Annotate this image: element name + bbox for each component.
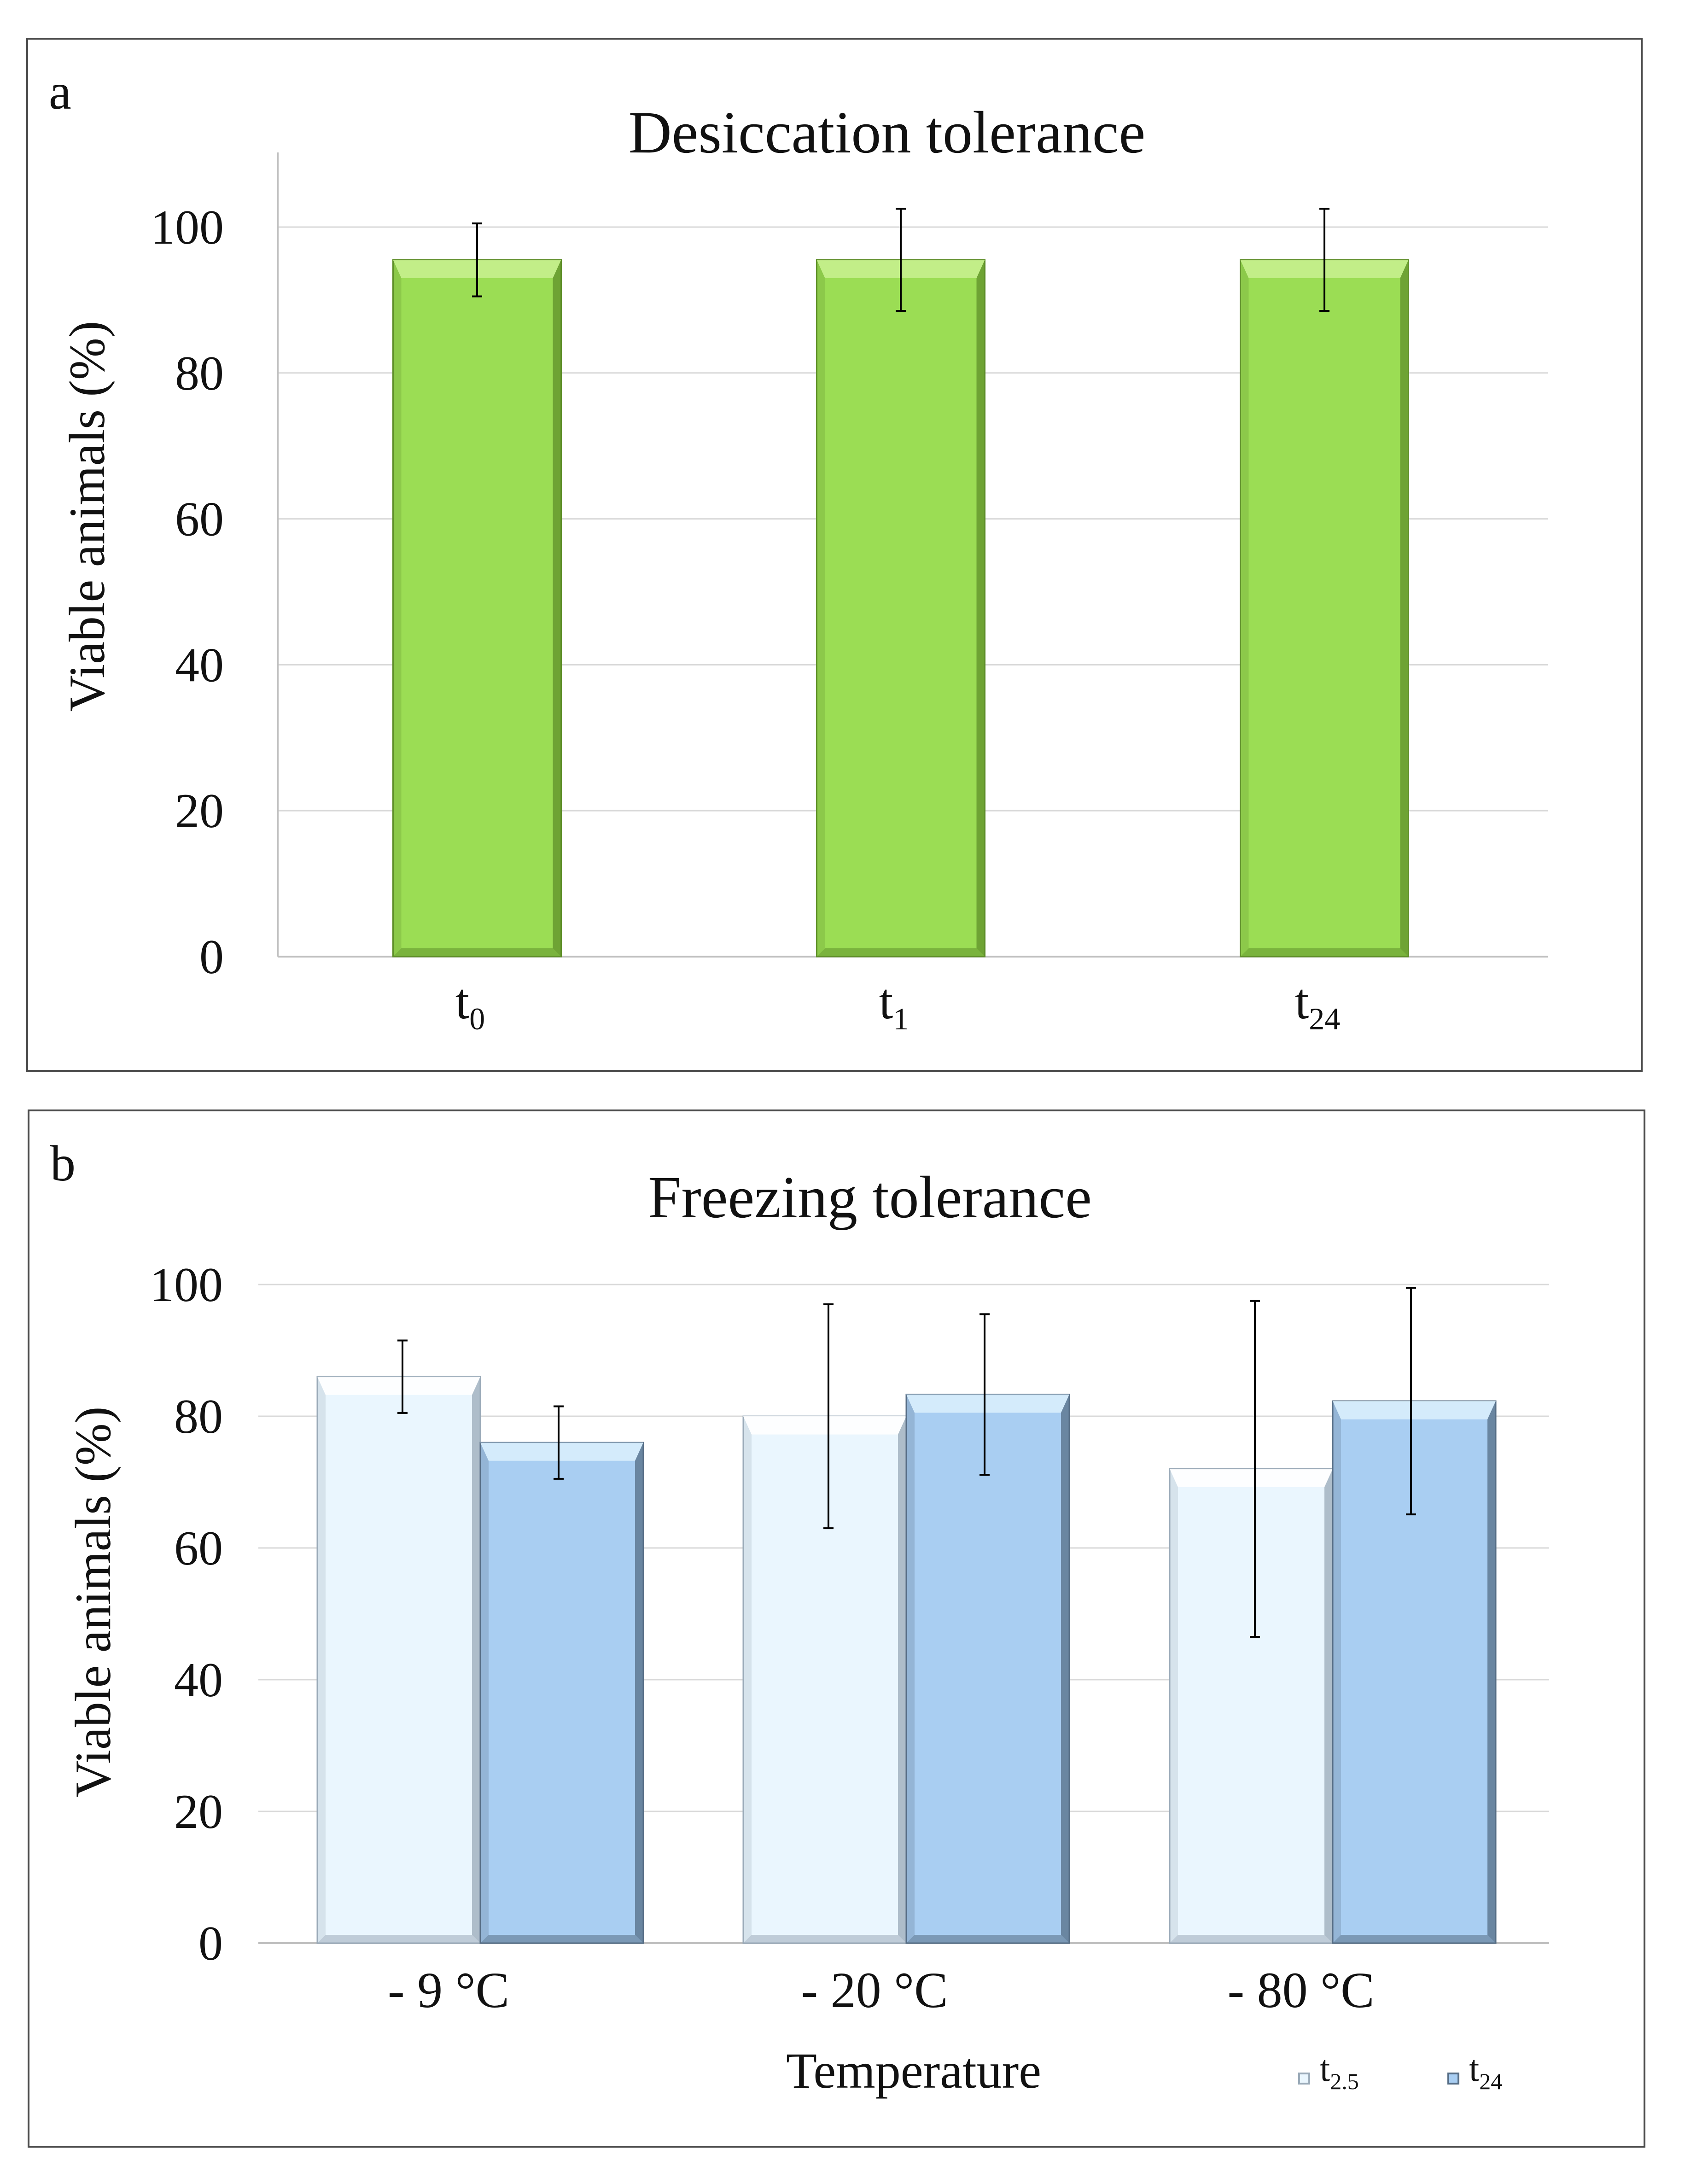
x-tick-label: - 80 °C [1228,1962,1375,2018]
bar-1-series-1 [316,1376,481,1944]
y-tick-label: 20 [175,784,224,838]
bar-1 [392,259,562,958]
bar-3 [1240,259,1409,958]
error-bar-3-series-2 [1406,1287,1416,1516]
bar-1-series-2 [479,1442,644,1944]
legend: t2.5 t24 [1298,2049,1502,2094]
bar-2-series-1 [742,1415,907,1944]
x-tick-label: - 20 °C [801,1962,948,2018]
error-bar-2-series-1 [823,1303,834,1530]
bar-2 [816,259,985,958]
legend-swatch-2 [1447,2073,1459,2085]
error-bar-2-series-2 [980,1313,990,1476]
y-tick-label: 0 [199,930,224,984]
bar-3-series-2 [1332,1400,1497,1944]
chart-title: Desiccation tolerance [629,99,1145,166]
chart-title: Freezing tolerance [648,1164,1092,1231]
panel-a: a Desiccation tolerance Viable animals (%)… [26,38,1643,1072]
y-tick-label: 80 [175,346,224,400]
y-tick-label: 100 [150,1258,223,1312]
error-bar-3-series-1 [1250,1300,1260,1638]
x-tick-label: t1 [879,973,909,1036]
x-axis-label: Temperature [786,2043,1041,2099]
desiccation-chart: a Desiccation tolerance Viable animals (%)… [49,64,1548,1036]
y-tick-label: 40 [174,1653,223,1707]
panel-label: a [49,64,71,120]
error-bar-1-series-1 [397,1339,408,1414]
y-axis-label: Viable animals (%) [65,1407,121,1798]
error-bar-3 [1319,208,1329,312]
error-bar-1-series-2 [554,1405,564,1480]
x-tick-label: - 9 °C [388,1962,509,2018]
y-tick-label: 0 [198,1916,223,1970]
y-axis-label: Viable animals (%) [59,321,115,712]
y-tick-label: 60 [175,492,224,546]
panel-b: b Freezing tolerance Viable animals (%) 0 20… [28,1110,1645,2148]
y-tick-label: 100 [151,200,224,254]
y-tick-label: 60 [174,1521,223,1575]
x-tick-label: t0 [455,973,485,1036]
error-bar-2 [896,208,906,312]
panel-label: b [50,1135,76,1191]
bar-3-series-1 [1169,1468,1334,1944]
legend-label-1: t2.5 [1320,2049,1359,2094]
bar-2-series-2 [905,1394,1070,1944]
y-tick-label: 20 [174,1785,223,1839]
legend-swatch-1 [1298,2073,1310,2085]
y-tick-label: 80 [174,1390,223,1443]
y-tick-label: 40 [175,638,224,692]
legend-label-2: t24 [1469,2049,1502,2094]
freezing-chart: b Freezing tolerance Viable animals (%) 0 20… [50,1135,1549,2099]
error-bar-1 [472,222,482,298]
x-tick-label: t24 [1295,973,1341,1036]
